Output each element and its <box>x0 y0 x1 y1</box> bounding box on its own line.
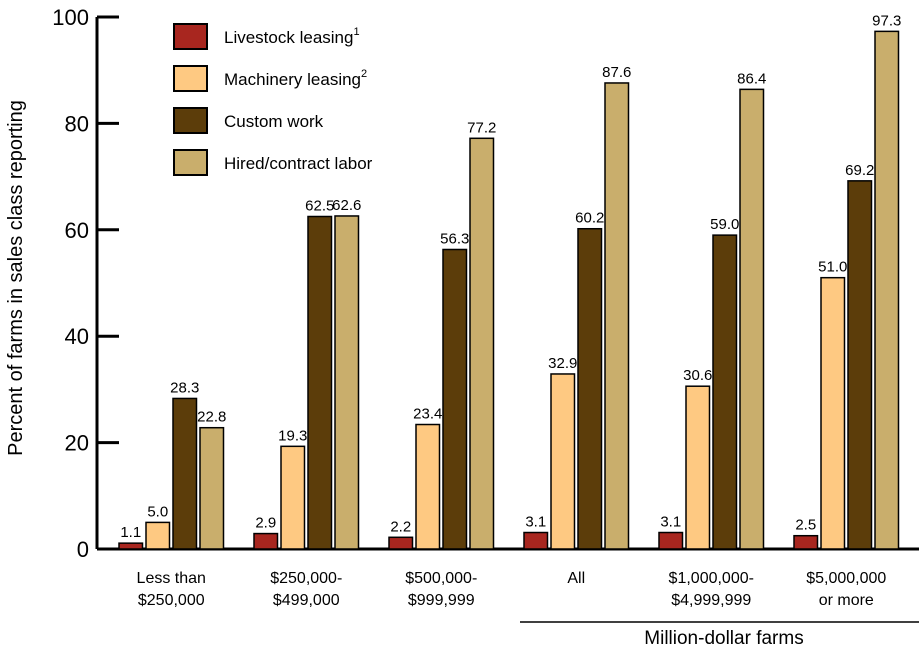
bar-livestock-leasing <box>253 532 279 550</box>
legend-label: Hired/contract labor <box>224 154 373 173</box>
bar-hired-contract-labor <box>334 215 360 550</box>
bar-livestock-leasing <box>118 542 144 550</box>
bar-value-label: 19.3 <box>278 427 307 444</box>
bar-machinery-leasing <box>550 373 576 550</box>
bar-value-label: 62.5 <box>305 198 334 215</box>
bar-value-label: 2.2 <box>390 518 411 535</box>
category-label: $250,000- <box>270 570 342 587</box>
bar-value-label: 97.3 <box>872 12 901 29</box>
bar-value-label: 32.9 <box>548 355 577 372</box>
y-tick-label: 100 <box>52 5 89 30</box>
value-labels: 1.1 5.0 28.3 22.8 2.9 19.3 62.562.6 2.2 23.4 56.3… <box>120 12 901 541</box>
y-tick-label: 60 <box>65 218 89 243</box>
category-label: $1,000,000- <box>669 570 754 587</box>
bar-custom-work <box>577 227 603 550</box>
y-tick-label: 40 <box>65 324 89 349</box>
axes: 0 20 40 60 80 100 <box>52 5 919 562</box>
bar-livestock-leasing <box>388 536 414 550</box>
legend-swatch <box>173 107 208 134</box>
bar-hired-contract-labor <box>199 426 225 550</box>
bar-value-label: 3.1 <box>660 514 681 531</box>
bar-value-label: 69.2 <box>845 162 874 179</box>
y-tick-label: 0 <box>77 537 89 562</box>
bar-value-label: 22.8 <box>197 409 226 426</box>
bar-hired-contract-labor <box>874 30 900 550</box>
category-label: $500,000- <box>405 570 477 587</box>
bar-value-label: 87.6 <box>602 64 631 81</box>
legend-swatch <box>173 65 208 92</box>
bar-value-label: 23.4 <box>413 406 442 423</box>
legend-footnote-marker: 2 <box>361 68 367 80</box>
category-label: $999,999 <box>408 592 475 609</box>
bar-value-label: 59.0 <box>710 216 739 233</box>
legend-footnote-marker: 1 <box>353 26 359 38</box>
bar-livestock-leasing <box>523 531 549 550</box>
legend-label: Livestock leasing1 <box>224 26 360 47</box>
category-label: $5,000,000 <box>806 570 886 587</box>
bar-custom-work <box>712 234 738 550</box>
bar-value-label: 3.1 <box>525 514 546 531</box>
legend-label: Custom work <box>224 112 324 131</box>
bar-value-label: 2.5 <box>795 517 816 534</box>
legend-label: Machinery leasing2 <box>224 68 367 89</box>
bar-machinery-leasing <box>415 423 441 550</box>
bar-machinery-leasing <box>145 521 171 550</box>
bar-livestock-leasing <box>658 531 684 550</box>
group-label: Million-dollar farms <box>644 628 803 649</box>
bar-value-label: 51.0 <box>818 259 847 276</box>
y-tick-label: 80 <box>65 111 89 136</box>
bar-value-label: 62.6 <box>332 197 361 214</box>
bar-value-label: 77.2 <box>467 119 496 136</box>
bar-hired-contract-labor <box>739 88 765 550</box>
bar-value-label: 28.3 <box>170 379 199 396</box>
category-labels: Less than $250,000 $250,000- $499,000 $500,0… <box>137 570 887 609</box>
bar-livestock-leasing <box>793 534 819 550</box>
bar-machinery-leasing <box>280 445 306 550</box>
category-label: $4,999,999 <box>671 592 751 609</box>
category-label: $250,000 <box>138 592 205 609</box>
bar-custom-work <box>847 180 873 550</box>
bar-custom-work <box>172 397 198 550</box>
bar-machinery-leasing <box>820 276 846 550</box>
bar-value-label: 5.0 <box>147 503 168 520</box>
bar-machinery-leasing <box>685 385 711 550</box>
y-tick-label: 20 <box>65 431 89 456</box>
bar-value-label: 30.6 <box>683 367 712 384</box>
bar-value-label: 60.2 <box>575 210 604 227</box>
bar-custom-work <box>442 248 468 550</box>
bar-value-label: 1.1 <box>120 524 141 541</box>
category-label: $499,000 <box>273 592 340 609</box>
bar-hired-contract-labor <box>469 137 495 550</box>
category-label: Less than <box>137 570 206 587</box>
category-label: All <box>567 570 585 587</box>
legend-swatch <box>173 149 208 176</box>
bar-value-label: 56.3 <box>440 230 469 247</box>
bar-custom-work <box>307 215 333 550</box>
category-label: or more <box>819 592 874 609</box>
bar-hired-contract-labor <box>604 82 630 550</box>
legend-swatch <box>173 23 208 50</box>
bar-value-label: 86.4 <box>737 70 766 87</box>
bars <box>118 30 900 550</box>
bar-value-label: 2.9 <box>255 515 276 532</box>
y-axis-title: Percent of farms in sales class reportin… <box>5 100 27 456</box>
legend: Livestock leasing1 Machinery leasing2 Cust… <box>173 23 373 176</box>
